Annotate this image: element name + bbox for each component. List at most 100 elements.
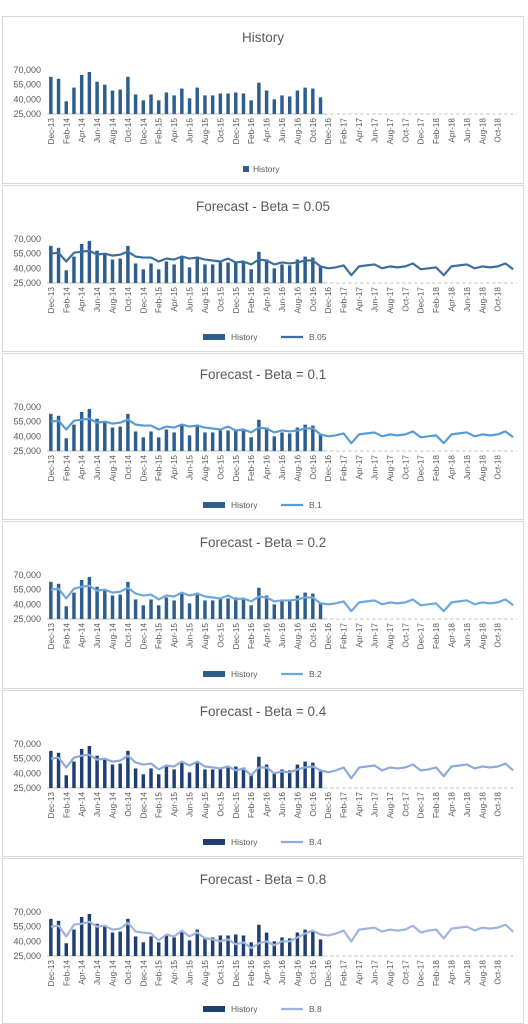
x-tick-label: Jun-18: [463, 623, 472, 648]
chart-title: Forecast - Beta = 0.8: [200, 872, 326, 887]
history-bar: [195, 424, 199, 451]
x-tick-label: Oct-15: [216, 287, 225, 312]
x-tick-label: Apr-18: [448, 960, 457, 985]
legend-label-history: History: [253, 164, 280, 174]
history-bar: [79, 243, 84, 283]
history-bar: [110, 259, 115, 283]
history-bar: [218, 935, 223, 956]
history-bar: [203, 600, 207, 619]
history-bar: [234, 766, 238, 788]
x-tick-label: Dec-13: [47, 792, 56, 819]
history-bar: [287, 601, 292, 619]
x-tick-label: Apr-18: [448, 118, 457, 143]
history-bar: [241, 935, 246, 956]
history-bar: [295, 932, 300, 956]
x-tick-label: Aug-18: [478, 455, 487, 482]
x-tick-label: Feb-16: [247, 287, 256, 313]
history-bar: [49, 413, 53, 451]
forecast-line: [50, 417, 514, 445]
legend-swatch-history: [203, 671, 225, 677]
x-tick-label: Feb-16: [247, 455, 256, 481]
x-tick-label: Feb-14: [62, 960, 71, 986]
x-tick-label: Feb-17: [340, 287, 349, 313]
legend-label-history: History: [231, 1004, 258, 1014]
history-bar: [226, 598, 230, 619]
x-tick-label: Aug-14: [108, 792, 117, 819]
history-bar: [49, 245, 53, 283]
history-bar: [272, 99, 277, 114]
history-bar: [103, 84, 107, 114]
x-tick-label: Feb-14: [62, 118, 71, 144]
history-bar: [118, 594, 122, 619]
x-tick-label: Oct-18: [494, 960, 503, 985]
history-bar: [95, 923, 99, 956]
legend-label-history: History: [231, 837, 258, 847]
x-tick-label: Aug-17: [386, 118, 395, 145]
x-tick-label: Jun-17: [370, 623, 379, 648]
history-bar: [72, 256, 76, 283]
x-tick-label: Apr-15: [170, 287, 179, 312]
chart-title: History: [242, 30, 284, 45]
history-bar: [103, 253, 107, 283]
x-tick-label: Apr-14: [78, 455, 87, 480]
x-tick-label: Apr-18: [448, 455, 457, 480]
history-bar: [141, 942, 146, 956]
x-tick-label: Apr-15: [170, 455, 179, 480]
history-bar: [187, 435, 192, 451]
x-tick-label: Dec-17: [417, 960, 426, 987]
history-bar: [210, 937, 215, 956]
history-bar: [218, 767, 223, 788]
x-tick-label: Dec-17: [417, 455, 426, 482]
x-tick-label: Apr-16: [263, 455, 272, 480]
x-tick-label: Jun-15: [186, 792, 195, 817]
x-tick-label: Oct-18: [494, 287, 503, 312]
history-bar: [141, 100, 146, 114]
x-tick-label: Apr-17: [355, 623, 364, 648]
x-tick-label: Feb-18: [432, 287, 441, 313]
history-bar: [311, 88, 315, 114]
history-bar: [95, 81, 99, 114]
y-tick-label: 25,000: [13, 278, 41, 288]
chart-panel-5: Forecast - Beta = 0.4 25,000 40,000 55,000 7…: [2, 690, 524, 857]
y-tick-label: 25,000: [13, 614, 41, 624]
forecast-line: [50, 584, 514, 613]
history-bar: [218, 430, 223, 451]
x-tick-label: Aug-17: [386, 792, 395, 819]
x-tick-label: Oct-17: [401, 118, 410, 143]
x-tick-label: Aug-15: [201, 792, 210, 819]
x-tick-label: Oct-17: [401, 623, 410, 648]
x-tick-label: Apr-14: [78, 287, 87, 312]
x-tick-label: Apr-17: [355, 792, 364, 817]
history-bar: [172, 432, 176, 451]
x-tick-label: Aug-16: [293, 960, 302, 987]
history-bar: [64, 606, 68, 619]
legend-label-forecast: B.1: [309, 500, 322, 510]
history-bar: [64, 943, 68, 956]
history-bar: [187, 267, 192, 283]
chart-title: Forecast - Beta = 0.05: [196, 199, 330, 214]
x-tick-label: Oct-15: [216, 623, 225, 648]
chart-svg: Forecast - Beta = 0.8 25,000 40,000 55,000 7…: [13, 872, 517, 1014]
history-bar: [249, 100, 253, 114]
history-bar: [287, 770, 292, 788]
history-bar: [311, 930, 315, 956]
history-bar: [133, 263, 138, 283]
chart-title: Forecast - Beta = 0.2: [200, 535, 326, 550]
legend-label-history: History: [231, 669, 258, 679]
x-tick-label: Dec-14: [139, 960, 148, 987]
x-tick-label: Apr-16: [263, 118, 272, 143]
x-tick-label: Apr-14: [78, 623, 87, 648]
x-tick-label: Apr-18: [448, 792, 457, 817]
history-bar: [79, 411, 84, 451]
history-bar: [110, 764, 115, 788]
history-bar: [180, 425, 184, 451]
chart-title: Forecast - Beta = 0.4: [200, 704, 327, 719]
history-bar: [203, 769, 207, 788]
x-tick-label: Jun-16: [278, 792, 287, 817]
history-bar: [56, 78, 61, 114]
history-bar: [187, 98, 192, 114]
history-bar: [195, 761, 199, 788]
y-tick-label: 25,000: [13, 109, 41, 119]
history-bar: [218, 598, 223, 619]
y-tick-label: 55,000: [13, 922, 41, 932]
